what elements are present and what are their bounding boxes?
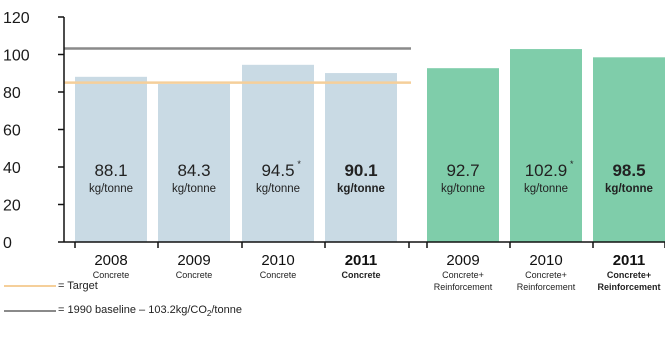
category-sub-0-0: Concrete <box>93 270 130 280</box>
category-year-1: 2009 <box>177 252 210 269</box>
value-unit-0: kg/tonne <box>89 183 133 195</box>
legend-target: = Target <box>4 280 98 292</box>
value-label-6: 98.5 <box>612 161 645 180</box>
category-year-0: 2008 <box>94 252 127 269</box>
value-note-2: * <box>297 159 301 169</box>
legend-target-label: = Target <box>58 280 98 292</box>
value-label-1: 84.3 <box>177 161 210 180</box>
value-label-4: 92.7 <box>446 161 479 180</box>
value-unit-5: kg/tonne <box>524 183 568 195</box>
y-tick-label-0: 0 <box>3 235 12 252</box>
value-unit-3: kg/tonne <box>337 183 385 195</box>
category-sub-1-0: Concrete <box>176 270 213 280</box>
y-tick-label-120: 120 <box>3 10 30 27</box>
category-year-4: 2009 <box>446 252 479 269</box>
bar-5 <box>510 49 582 242</box>
category-sub-5-0: Concrete+ <box>525 270 567 280</box>
value-label-0: 88.1 <box>94 161 127 180</box>
y-tick-label-20: 20 <box>3 198 21 215</box>
bar-2 <box>242 64 314 242</box>
target-swatch <box>4 285 56 287</box>
legend-baseline-label: = 1990 baseline – 103.2kg/CO2/tonne <box>58 304 242 319</box>
value-unit-1: kg/tonne <box>172 183 216 195</box>
value-unit-2: kg/tonne <box>256 183 300 195</box>
category-sub-4-1: Reinforcement <box>434 282 493 292</box>
category-sub-5-1: Reinforcement <box>517 282 576 292</box>
category-sub-6-0: Concrete+ <box>607 270 651 280</box>
category-sub-6-1: Reinforcement <box>597 282 660 292</box>
value-unit-6: kg/tonne <box>605 183 653 195</box>
value-unit-4: kg/tonne <box>441 183 485 195</box>
category-sub-3-0: Concrete <box>341 270 380 280</box>
value-label-3: 90.1 <box>344 161 377 180</box>
y-tick-label-60: 60 <box>3 123 21 140</box>
y-tick-label-40: 40 <box>3 160 21 177</box>
value-label-5: 102.9 <box>525 161 568 180</box>
y-tick-label-80: 80 <box>3 85 21 102</box>
category-year-5: 2010 <box>529 252 562 269</box>
bar-3 <box>325 73 397 242</box>
category-year-3: 2011 <box>345 252 378 269</box>
category-sub-4-0: Concrete+ <box>442 270 484 280</box>
legend-baseline: = 1990 baseline – 103.2kg/CO2/tonne <box>4 304 242 318</box>
category-sub-2-0: Concrete <box>260 270 297 280</box>
bar-0 <box>75 76 147 242</box>
bar-1 <box>158 83 230 242</box>
y-tick-label-100: 100 <box>3 48 30 65</box>
value-note-5: * <box>570 159 574 169</box>
category-year-6: 2011 <box>613 252 646 269</box>
category-year-2: 2010 <box>261 252 294 269</box>
baseline-swatch <box>4 310 56 313</box>
bar-4 <box>427 68 499 242</box>
value-label-2: 94.5 <box>261 161 294 180</box>
bar-6 <box>593 57 665 242</box>
